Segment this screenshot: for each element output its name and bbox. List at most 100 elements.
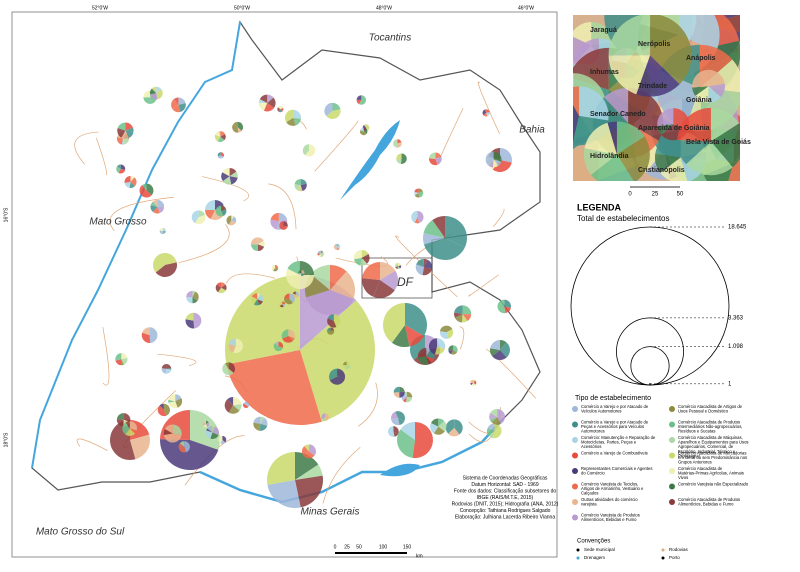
- pie-wedge: [150, 201, 158, 207]
- pie-wedge: [173, 97, 179, 105]
- pie-wedge: [228, 220, 236, 226]
- type-label-line: Escritório, Industrial, Técnico e: [678, 449, 736, 454]
- pie-wedge: [393, 386, 400, 393]
- pie-wedge: [284, 109, 293, 123]
- pie-wedge: [233, 404, 242, 411]
- pie-wedge: [695, 86, 709, 103]
- reservoir: [340, 120, 400, 200]
- pie-wedge: [142, 327, 150, 336]
- pie-wedge: [237, 127, 242, 133]
- pie-wedge: [334, 246, 338, 251]
- pie-wedge: [186, 297, 193, 304]
- pie-wedge: [121, 138, 125, 145]
- pie-wedge: [353, 249, 362, 260]
- pie-wedge: [492, 430, 502, 439]
- pie-wedge: [401, 396, 407, 401]
- pie-wedge: [271, 264, 275, 271]
- pie-wedge: [120, 164, 126, 170]
- pie-wedge: [692, 69, 709, 88]
- pie-wedge: [391, 325, 410, 347]
- pie-wedge: [393, 426, 399, 434]
- type-swatch: [669, 499, 675, 505]
- type-label-line: Veículos Automotores: [581, 409, 622, 414]
- type-label-line: Profissional: [678, 454, 700, 459]
- pie-wedge: [220, 439, 226, 444]
- type-label-line: Intermediários Não-agropecuários,: [678, 424, 742, 429]
- pie-wedge: [361, 254, 370, 264]
- pie-wedge: [150, 93, 158, 100]
- pie-wedge: [393, 139, 398, 148]
- pie-wedge: [393, 431, 399, 437]
- pie-wedge: [212, 425, 215, 433]
- pie-wedge: [149, 327, 158, 343]
- pie-wedge: [360, 257, 367, 266]
- road: [157, 353, 197, 366]
- pie-wedge: [472, 382, 476, 386]
- pie-wedge: [295, 294, 299, 298]
- pie-wedge: [224, 362, 229, 369]
- pie-wedge: [360, 127, 364, 132]
- pie-wedge: [616, 121, 645, 155]
- region-label: DF: [397, 275, 414, 289]
- convention-label: Porto: [669, 555, 680, 560]
- pie-wedge: [300, 183, 307, 191]
- pie-wedge: [250, 237, 258, 245]
- type-label-line: Comércio Varejista de Tecidos,: [581, 482, 638, 487]
- pie-wedge: [166, 368, 172, 370]
- pie-wedge: [430, 422, 439, 434]
- convention-symbol: [661, 548, 665, 552]
- pie-wedge: [139, 185, 152, 198]
- size-label: 3.363: [728, 315, 744, 321]
- pie-wedge: [123, 413, 131, 422]
- pie-wedge: [488, 430, 495, 439]
- pie-wedge: [242, 403, 249, 409]
- pie-wedge: [279, 225, 288, 230]
- pie-wedge: [454, 305, 463, 314]
- pie-wedge: [205, 200, 215, 211]
- pie-wedge: [426, 347, 431, 357]
- conventions-title: Convenções: [577, 539, 610, 545]
- pie-wedge: [130, 434, 150, 460]
- type-swatch: [669, 483, 675, 490]
- pie-wedge: [161, 364, 167, 369]
- pie-wedge: [163, 429, 173, 436]
- pie-wedge: [192, 297, 198, 304]
- type-label: Comércio a Varejo e por Atacado de Veícul…: [581, 404, 649, 414]
- pie-wedge: [363, 128, 368, 134]
- pie-wedge: [329, 376, 346, 385]
- type-label-line: Artigos de Armarinho, Vestuário e: [581, 486, 644, 491]
- pie-wedge: [160, 439, 219, 470]
- pie-wedge: [333, 314, 341, 328]
- type-label-line: Resíduos e Sucatas: [678, 429, 715, 434]
- pie-wedge: [301, 446, 309, 457]
- pie-wedge: [179, 441, 185, 447]
- pie-wedge: [504, 299, 512, 308]
- inset-place-label: Inhumas: [590, 69, 619, 76]
- road: [477, 81, 500, 135]
- pie-wedge: [129, 181, 135, 188]
- pie-wedge: [198, 210, 206, 218]
- pie-wedge: [270, 219, 279, 230]
- type-label-line: Acessórios: [581, 444, 601, 449]
- pie-wedge: [433, 426, 445, 435]
- pie-wedge: [573, 86, 580, 116]
- pie-wedge: [490, 408, 498, 417]
- pie-wedge: [272, 268, 279, 272]
- pie-wedge: [710, 107, 740, 142]
- pie-wedge: [168, 399, 176, 403]
- pie-wedge: [399, 391, 405, 398]
- pie-wedge: [116, 418, 124, 427]
- pie-wedge: [461, 313, 468, 323]
- type-label-line: do Comércio: [581, 471, 605, 476]
- pie-wedge: [292, 291, 296, 295]
- pie-wedge: [233, 396, 242, 406]
- pie-wedge: [283, 221, 288, 228]
- pie-wedge: [184, 441, 190, 449]
- pie-wedge: [497, 408, 505, 417]
- pie-wedge: [222, 167, 230, 177]
- pie-wedge: [423, 219, 445, 238]
- pie-wedge: [492, 160, 512, 172]
- pie-wedge: [226, 350, 322, 425]
- pie-wedge: [573, 115, 609, 146]
- inset-place-label: Aparecida de Goiânia: [638, 125, 710, 132]
